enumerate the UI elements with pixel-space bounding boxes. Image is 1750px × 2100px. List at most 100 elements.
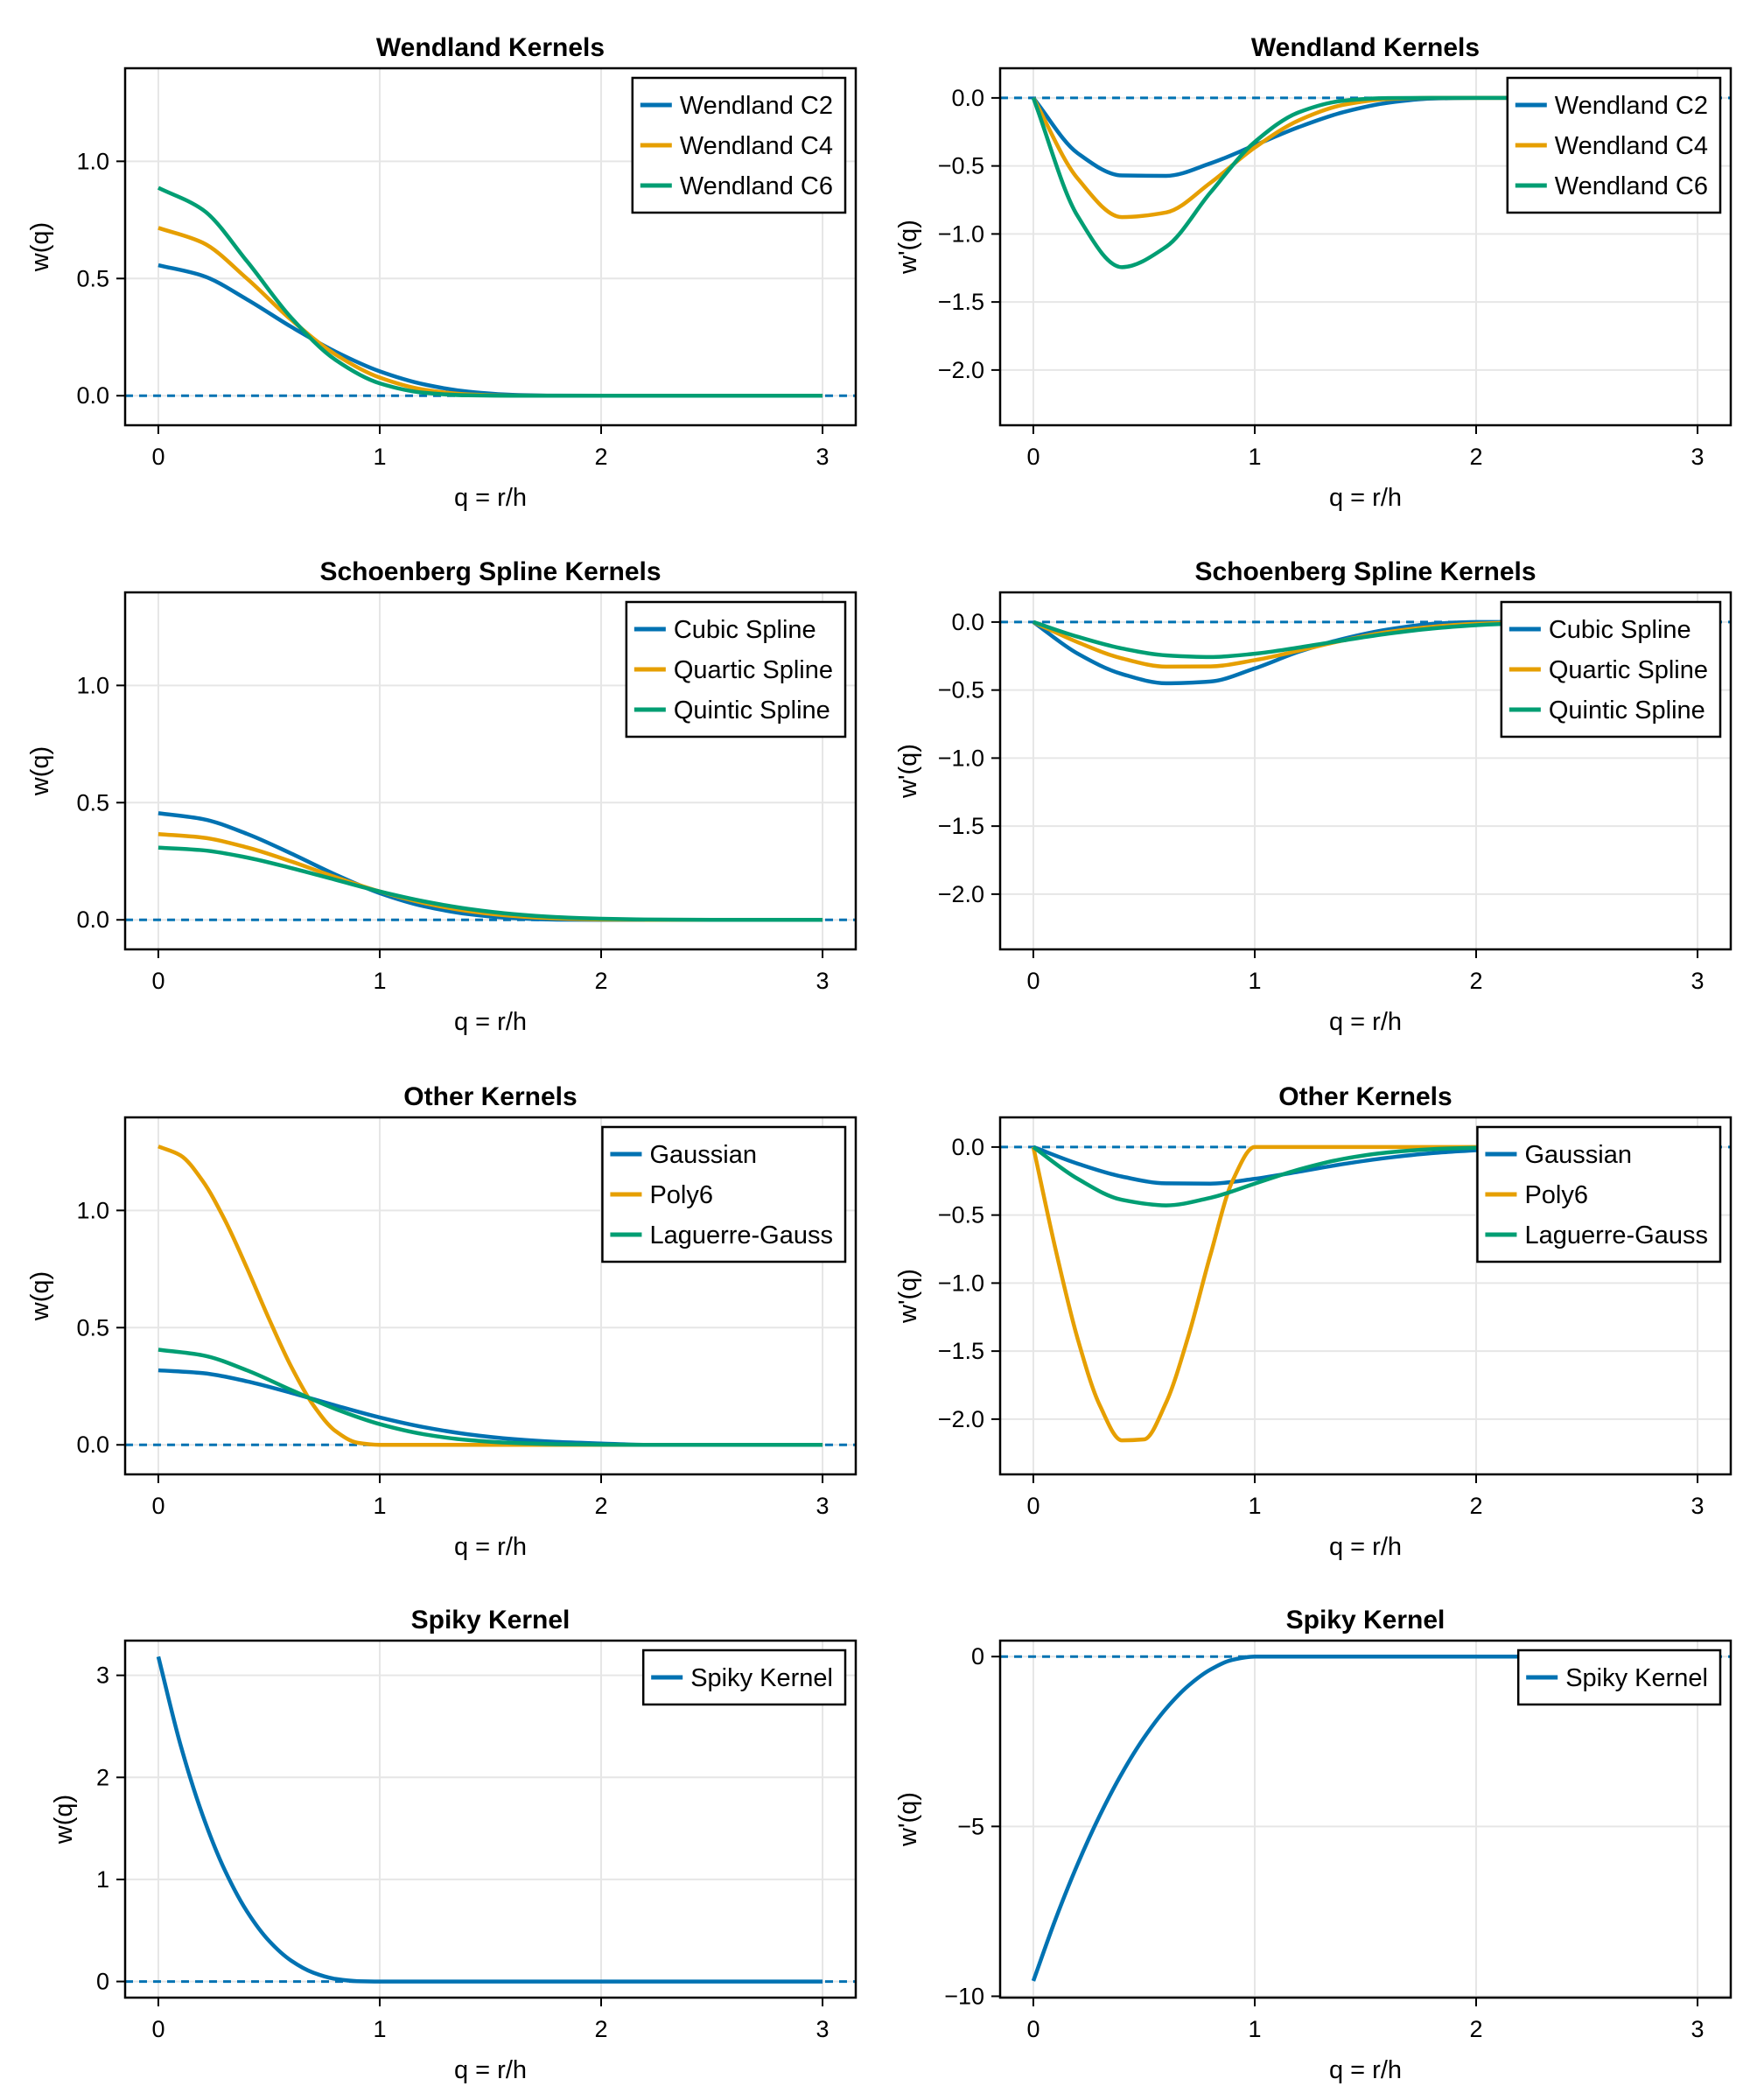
x-tick-label: 0 <box>151 1493 164 1519</box>
legend-label: Cubic Spline <box>1549 616 1691 644</box>
y-axis-label: w(q) <box>26 746 54 796</box>
legend-entry: Cubic Spline <box>634 616 816 644</box>
legend-entry: Quartic Spline <box>634 656 833 684</box>
series-group <box>156 1656 823 1984</box>
subplot: 0 1 2 3 0 −5 −10 Spiky Kernel q = r/h w'(q) Spiky … <box>894 1606 1732 2084</box>
legend-label: Wendland C2 <box>1555 92 1708 120</box>
x-axis-label: q = r/h <box>1329 484 1402 512</box>
x-tick-label: 3 <box>816 1493 830 1519</box>
legend-label: Poly6 <box>1524 1181 1588 1209</box>
subplot-title: Schoenberg Spline Kernels <box>319 557 661 586</box>
legend-label: Quartic Spline <box>674 656 833 684</box>
y-axis-label: w(q) <box>50 1795 78 1844</box>
x-tick-label: 1 <box>373 2016 386 2042</box>
subplot-title: Wendland Kernels <box>376 33 605 62</box>
legend-entry: Quartic Spline <box>1508 656 1708 684</box>
x-tick-label: 0 <box>151 2016 164 2042</box>
y-tick-label: 0.0 <box>951 1134 984 1160</box>
series-group <box>158 811 823 922</box>
legend-entry: Gaussian <box>1485 1141 1632 1169</box>
x-tick-label: 2 <box>1469 444 1482 470</box>
legend-label: Wendland C2 <box>680 92 833 120</box>
x-tick-label: 2 <box>594 444 607 470</box>
y-tick-label: 0.5 <box>76 1314 109 1340</box>
subplot: 0 1 2 3 0.0 0.5 1.0 Other Kernels q = r/h w(q) Gau… <box>26 1082 858 1561</box>
legend: Spiky Kernel <box>641 1648 847 1706</box>
series-line-laguerre-gauss <box>158 1348 823 1447</box>
series-group <box>158 1144 823 1447</box>
axes-frame <box>123 1116 858 1476</box>
y-tick-label: 1.0 <box>76 672 109 698</box>
y-tick-label: −1.0 <box>938 220 984 247</box>
legend: Cubic Spline Quartic Spline Quintic Spline <box>1500 600 1722 738</box>
subplot-title: Schoenberg Spline Kernels <box>1194 557 1536 586</box>
legend: Wendland C2 Wendland C4 Wendland C6 <box>1506 76 1722 214</box>
x-tick-label: 0 <box>151 968 164 994</box>
subplot: 0 1 2 3 0.0 0.5 1.0 Wendland Kernels q = r/h w(q)… <box>26 33 858 512</box>
y-tick-label: 0.0 <box>76 382 109 409</box>
subplot: 0 1 2 3 0.0 0.5 1.0 Schoenberg Spline Kernels q … <box>26 557 858 1036</box>
x-tick-label: 1 <box>1248 1493 1261 1519</box>
axes-frame <box>998 1639 1732 1999</box>
y-tick-label: −0.5 <box>938 1202 984 1228</box>
y-tick-label: 0.0 <box>76 1432 109 1458</box>
subplot: 0 1 2 3 0 1 2 3 Spiky Kernel q = r/h w(q) Spiky Ker… <box>50 1606 858 2084</box>
x-tick-label: 2 <box>594 1493 607 1519</box>
series-line-cubic-spline <box>158 811 823 922</box>
legend-label: Laguerre-Gauss <box>649 1222 833 1250</box>
axes-frame <box>123 66 858 427</box>
x-tick-label: 3 <box>816 2016 830 2042</box>
x-tick-label: 3 <box>1691 2016 1704 2042</box>
x-tick-label: 3 <box>816 444 830 470</box>
legend-entry: Wendland C6 <box>640 172 833 200</box>
x-axis-label: q = r/h <box>454 1008 527 1036</box>
x-tick-label: 1 <box>1248 968 1261 994</box>
x-tick-label: 1 <box>1248 444 1261 470</box>
legend-label: Cubic Spline <box>674 616 816 644</box>
series-line-spiky-kernel <box>156 1656 823 1984</box>
y-tick-label: −1.5 <box>938 813 984 839</box>
y-tick-label: −0.5 <box>938 677 984 704</box>
legend-entry: Spiky Kernel <box>651 1664 833 1692</box>
x-axis-label: q = r/h <box>1329 2056 1402 2084</box>
subplot: 0 1 2 3 0.0 −0.5 −1.0 −1.5 −2.0 Other Kernels q = … <box>894 1082 1732 1561</box>
x-axis-label: q = r/h <box>454 484 527 512</box>
legend-box <box>601 1125 847 1264</box>
legend-entry: Laguerre-Gauss <box>1485 1222 1708 1250</box>
y-tick-label: 1.0 <box>76 148 109 174</box>
series-group <box>1031 1654 1698 1982</box>
subplot-title: Wendland Kernels <box>1251 33 1480 62</box>
series-line-spiky-kernel <box>1031 1654 1698 1982</box>
legend-label: Quintic Spline <box>674 696 830 724</box>
legend-label: Spiky Kernel <box>1565 1664 1708 1692</box>
subplot-title: Other Kernels <box>403 1082 577 1111</box>
subplot-title: Spiky Kernel <box>1286 1606 1446 1634</box>
x-tick-label: 0 <box>151 444 164 470</box>
y-tick-label: −1.5 <box>938 289 984 315</box>
x-axis-label: q = r/h <box>1329 1008 1402 1036</box>
series-group <box>157 186 823 398</box>
y-tick-label: −2.0 <box>938 357 984 383</box>
legend: Cubic Spline Quartic Spline Quintic Spline <box>625 600 847 738</box>
x-tick-label: 1 <box>373 444 386 470</box>
x-axis-label: q = r/h <box>454 1533 527 1561</box>
legend-entry: Spiky Kernel <box>1526 1664 1708 1692</box>
legend: Gaussian Poly6 Laguerre-Gauss <box>601 1125 847 1264</box>
y-tick-label: 0.5 <box>76 265 109 291</box>
x-tick-label: 2 <box>1469 2016 1482 2042</box>
legend-label: Poly6 <box>649 1181 713 1209</box>
series-line-quartic-spline <box>158 831 823 922</box>
y-axis-label: w'(q) <box>894 220 922 275</box>
x-tick-label: 2 <box>594 968 607 994</box>
axes-frame <box>998 66 1732 427</box>
y-tick-label: −1.0 <box>938 1270 984 1296</box>
x-tick-label: 2 <box>1469 1493 1482 1519</box>
x-tick-label: 1 <box>373 968 386 994</box>
x-tick-label: 3 <box>816 968 830 994</box>
x-tick-label: 0 <box>1026 1493 1040 1519</box>
legend-label: Wendland C6 <box>1555 172 1708 200</box>
y-tick-label: 0 <box>971 1643 984 1670</box>
axes-frame <box>123 1639 858 1999</box>
y-tick-label: −2.0 <box>938 881 984 907</box>
